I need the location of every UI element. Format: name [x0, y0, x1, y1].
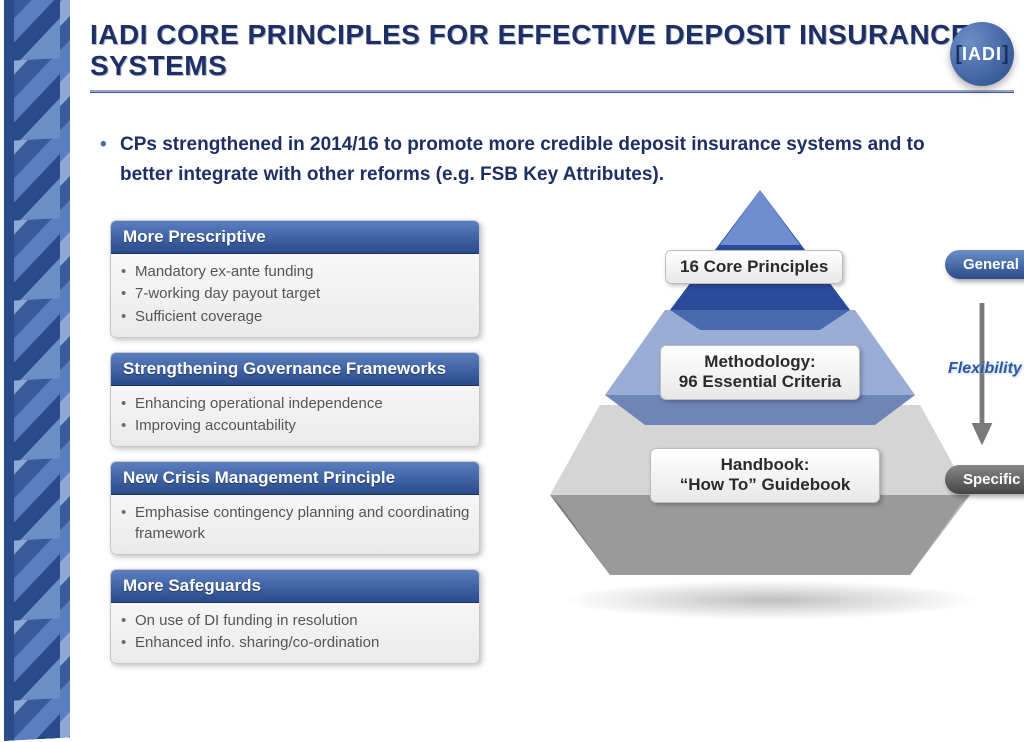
- pyramid-middle-line1: Methodology:: [704, 352, 815, 371]
- card-header: New Crisis Management Principle: [111, 462, 479, 495]
- card-item: On use of DI funding in resolution: [119, 611, 471, 631]
- flexibility-label: Flexibility: [948, 360, 1022, 378]
- card-item: Enhanced info. sharing/co-ordination: [119, 633, 471, 653]
- main-bullet: CPs strengthened in 2014/16 to promote m…: [120, 130, 970, 191]
- card-governance: Strengthening Governance Frameworks Enha…: [110, 352, 480, 448]
- card-crisis-mgmt: New Crisis Management Principle Emphasis…: [110, 461, 480, 555]
- card-item: 7-working day payout target: [119, 284, 471, 304]
- card-more-prescriptive: More Prescriptive Mandatory ex-ante fund…: [110, 220, 480, 338]
- card-body: Enhancing operational independence Impro…: [111, 386, 479, 447]
- card-safeguards: More Safeguards On use of DI funding in …: [110, 569, 480, 665]
- logo-text: IADI: [962, 44, 1002, 65]
- pyramid-middle-line2: 96 Essential Criteria: [679, 372, 842, 391]
- title-rule: [90, 90, 1014, 93]
- pyramid-diagram: 16 Core Principles Methodology: 96 Essen…: [550, 190, 1020, 630]
- pyramid-top-label: 16 Core Principles: [665, 250, 843, 284]
- pyramid-middle-label: Methodology: 96 Essential Criteria: [660, 345, 860, 400]
- card-item: Improving accountability: [119, 416, 471, 436]
- card-header: Strengthening Governance Frameworks: [111, 353, 479, 386]
- card-body: Mandatory ex-ante funding 7-working day …: [111, 254, 479, 337]
- card-item: Emphasise contingency planning and coord…: [119, 503, 471, 544]
- pyramid-bottom-label: Handbook: “How To” Guidebook: [650, 448, 880, 503]
- pill-specific: Specific: [945, 465, 1024, 494]
- card-item: Enhancing operational independence: [119, 394, 471, 414]
- cards-column: More Prescriptive Mandatory ex-ante fund…: [110, 220, 480, 678]
- pyramid-bottom-line1: Handbook:: [721, 455, 810, 474]
- page-title: IADI CORE PRINCIPLES FOR EFFECTIVE DEPOS…: [80, 0, 1024, 82]
- pyramid-bottom-line2: “How To” Guidebook: [680, 475, 851, 494]
- decorative-left-stripe: [0, 0, 70, 742]
- card-header: More Safeguards: [111, 570, 479, 603]
- card-body: On use of DI funding in resolution Enhan…: [111, 603, 479, 664]
- pill-general: General: [945, 250, 1024, 279]
- iadi-logo: [ IADI ]: [950, 22, 1014, 86]
- card-header: More Prescriptive: [111, 221, 479, 254]
- pyramid-base-shadow: [560, 580, 980, 620]
- slide-body: [ IADI ] IADI CORE PRINCIPLES FOR EFFECT…: [80, 0, 1024, 709]
- card-body: Emphasise contingency planning and coord…: [111, 495, 479, 554]
- card-item: Mandatory ex-ante funding: [119, 262, 471, 282]
- card-item: Sufficient coverage: [119, 307, 471, 327]
